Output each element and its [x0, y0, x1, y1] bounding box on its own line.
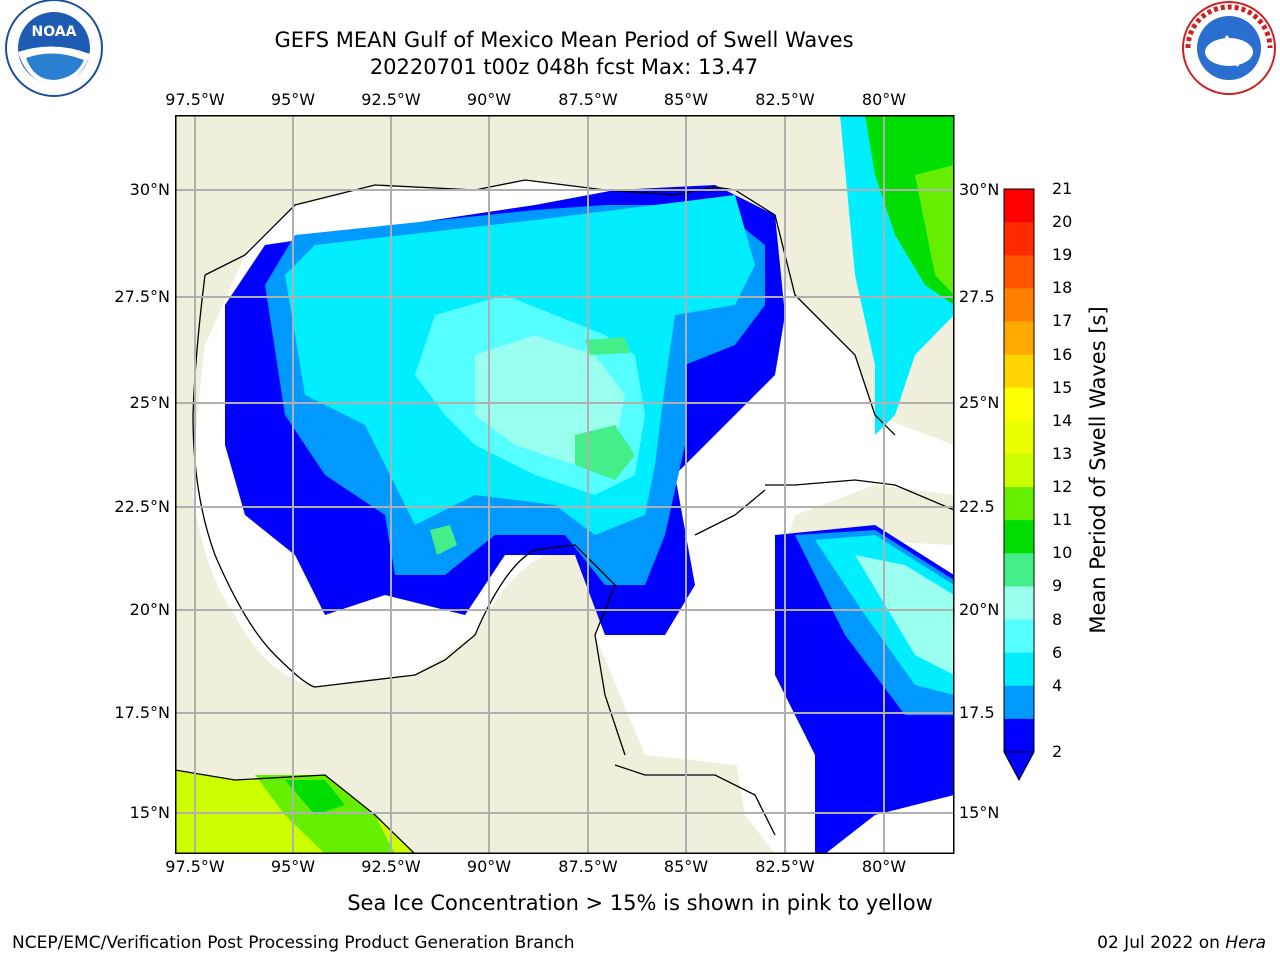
lat-label-left: 22.5°N: [114, 497, 170, 516]
lat-label-left: 27.5°N: [114, 287, 170, 306]
lon-label-top: 80°W: [861, 90, 907, 109]
colorbar-segment: [1004, 652, 1034, 687]
colorbar-segment: [1004, 520, 1034, 554]
chart-title: GEFS MEAN Gulf of Mexico Mean Period of …: [274, 28, 854, 52]
colorbar-segment: [1004, 288, 1034, 322]
lon-label-bottom: 80°W: [861, 857, 907, 876]
lon-label-bottom: 95°W: [270, 857, 316, 876]
colorbar-tick-label: 6: [1052, 642, 1063, 662]
chart-subtitle: 20220701 t00z 048h fcst Max: 13.47: [369, 55, 759, 79]
colorbar-segment: [1004, 255, 1034, 289]
lat-label-left: 17.5°N: [114, 703, 170, 722]
lat-label-right: 17.5: [959, 703, 995, 722]
colorbar-tick-label: 19: [1052, 245, 1073, 265]
footer-credit: NCEP/EMC/Verification Post Processing Pr…: [12, 933, 575, 953]
colorbar-tick-label: 4: [1052, 675, 1063, 695]
colorbar-tick-label: 11: [1052, 510, 1073, 530]
colorbar-segment: [1004, 354, 1034, 389]
colorbar-tick-label: 21: [1052, 179, 1073, 198]
colorbar-label: Mean Period of Swell Waves [s]: [1086, 306, 1110, 634]
colorbar-segment: [1004, 189, 1034, 223]
lat-label-right: 30°N: [959, 180, 1000, 199]
lon-label-bottom: 82.5°W: [755, 857, 815, 876]
colorbar-segment: [1004, 619, 1034, 654]
colorbar-tick-label: 16: [1052, 344, 1073, 364]
lon-label-top: 97.5°W: [165, 90, 225, 109]
colorbar-segment: [1004, 321, 1034, 356]
footer-host: Hera: [1225, 933, 1266, 953]
colorbar-segment: [1004, 685, 1034, 720]
colorbar-tick-label: 12: [1052, 477, 1073, 497]
lat-label-right: 22.5: [959, 497, 995, 516]
lon-label-top: 82.5°W: [755, 90, 815, 109]
colorbar: [1003, 188, 1035, 782]
colorbar-tick-label: 2: [1052, 742, 1063, 761]
colorbar-tick-label: 18: [1052, 278, 1073, 298]
colorbar-tick-label: 17: [1052, 311, 1073, 331]
nws-logo: [1182, 1, 1276, 95]
lon-label-top: 92.5°W: [361, 90, 421, 109]
colorbar-segment: [1004, 387, 1034, 422]
map-frame: [175, 115, 955, 854]
colorbar-tick-label: 14: [1052, 410, 1073, 430]
colorbar-segment: [1004, 222, 1034, 256]
colorbar-segment: [1004, 487, 1034, 521]
sea-ice-note: Sea Ice Concentration > 15% is shown in …: [347, 891, 933, 915]
lat-label-right: 25°N: [959, 393, 1000, 412]
lon-label-bottom: 97.5°W: [165, 857, 225, 876]
lat-label-left: 25°N: [129, 393, 170, 412]
colorbar-tick-label: 9: [1052, 576, 1063, 596]
footer-date-text: 02 Jul 2022 on: [1097, 933, 1220, 953]
colorbar-tick-label: 8: [1052, 609, 1063, 629]
colorbar-tick-label: 15: [1052, 377, 1073, 397]
footer-date: 02 Jul 2022 on Hera: [1097, 933, 1266, 953]
colorbar-segment: [1004, 718, 1034, 753]
graticule: [175, 115, 954, 854]
colorbar-tick-label: 10: [1052, 543, 1073, 563]
lat-label-left: 20°N: [129, 600, 170, 619]
lon-label-top: 85°W: [663, 90, 709, 109]
map-panel: [175, 115, 955, 854]
lon-label-top: 90°W: [466, 90, 512, 109]
colorbar-segment: [1004, 553, 1034, 587]
lat-label-left: 15°N: [129, 803, 170, 822]
lon-label-bottom: 90°W: [466, 857, 512, 876]
colorbar-segment: [1004, 586, 1034, 621]
lon-label-bottom: 87.5°W: [558, 857, 618, 876]
colorbar-segment: [1004, 420, 1034, 455]
lon-label-bottom: 85°W: [663, 857, 709, 876]
noaa-logo: NOAA: [5, 0, 103, 97]
lat-label-right: 20°N: [959, 600, 1000, 619]
lat-label-right: 15°N: [959, 803, 1000, 822]
colorbar-tick-label: 13: [1052, 443, 1073, 463]
svg-text:NOAA: NOAA: [32, 24, 77, 40]
lat-label-right: 27.5: [959, 287, 995, 306]
lon-label-bottom: 92.5°W: [361, 857, 421, 876]
lon-label-top: 87.5°W: [558, 90, 618, 109]
lat-label-left: 30°N: [129, 180, 170, 199]
colorbar-segment: [1004, 453, 1034, 488]
lon-label-top: 95°W: [270, 90, 316, 109]
colorbar-tick-label: 20: [1052, 212, 1073, 232]
